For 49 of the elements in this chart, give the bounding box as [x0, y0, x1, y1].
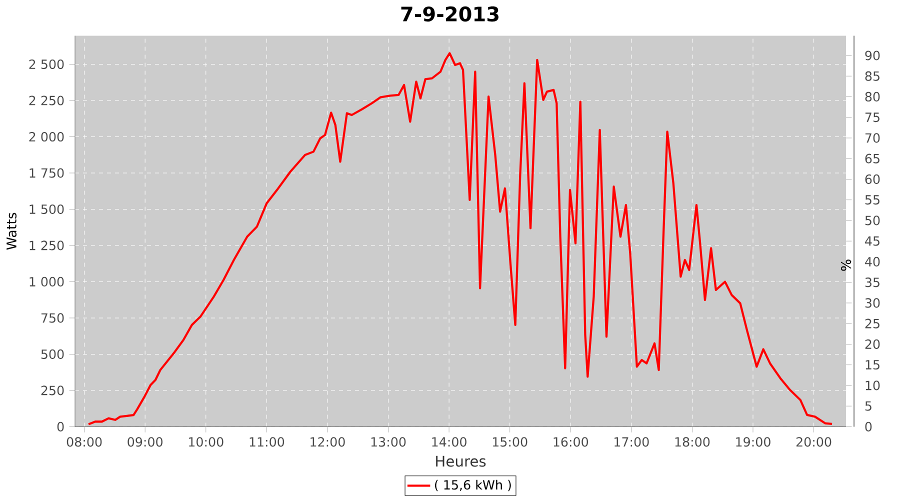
y-axis-title: Watts	[6, 212, 17, 250]
y-tick-label: 0	[57, 422, 64, 432]
y-tick-label: 1 500	[30, 204, 64, 214]
y2-tick-label: 75	[865, 112, 880, 122]
y-tick-label: 2 250	[29, 96, 64, 106]
x-tick-label: 20:00	[796, 437, 832, 447]
x-tick-label: 19:00	[736, 437, 770, 447]
x-tick-label: 18:00	[675, 437, 710, 447]
y-tick-label: 750	[41, 313, 64, 323]
x-axis-title: Heures	[436, 456, 486, 467]
y2-tick-label: 10	[866, 380, 880, 390]
y2-tick-label: 35	[865, 278, 880, 288]
y2-tick-label: 80	[865, 92, 880, 102]
x-tick-label: 08:00	[66, 437, 102, 447]
y2-axis-title: %	[840, 260, 852, 271]
y2-tick-label: 55	[865, 195, 880, 205]
x-tick-label: 13:00	[371, 437, 406, 447]
legend-label: ( 15,6 kWh )	[435, 480, 511, 492]
y2-tick-label: 90	[865, 50, 880, 60]
x-tick-label: 12:00	[310, 437, 345, 447]
y-tick-label: 250	[41, 386, 64, 396]
y2-tick-label: 25	[865, 318, 880, 328]
y-tick-label: 2 000	[29, 132, 64, 142]
y2-tick-label: 0	[865, 422, 872, 432]
x-tick-label: 14:00	[432, 437, 466, 447]
y2-tick-label: 50	[865, 216, 880, 226]
y2-tick-label: 20	[865, 339, 880, 350]
y-tick-label: 1 250	[30, 240, 64, 250]
y2-tick-label: 40	[865, 256, 880, 267]
y2-tick-label: 65	[865, 154, 880, 164]
x-tick-label: 15:00	[492, 437, 528, 447]
x-tick-label: 11:00	[250, 437, 284, 447]
x-tick-label: 17:00	[614, 437, 649, 447]
line-series	[87, 52, 834, 426]
y2-tick-label: 45	[865, 236, 880, 246]
y2-tick-label: 30	[865, 298, 880, 308]
y-tick-label: 2 500	[29, 59, 64, 70]
y2-tick-label: 5	[865, 401, 872, 411]
x-tick-label: 16:00	[554, 437, 588, 447]
y2-tick-label: 15	[866, 360, 880, 370]
y2-tick-label: 85	[865, 71, 880, 81]
y-tick-label: 500	[41, 349, 64, 360]
y2-tick-label: 60	[865, 174, 880, 184]
y2-tick-label: 70	[865, 133, 880, 143]
x-tick-label: 09:00	[128, 437, 162, 447]
x-tick-label: 10:00	[189, 437, 224, 447]
chart-title: 7-9-2013	[401, 6, 498, 22]
y-tick-label: 1 750	[30, 168, 64, 178]
y-tick-label: 1 000	[30, 276, 64, 287]
